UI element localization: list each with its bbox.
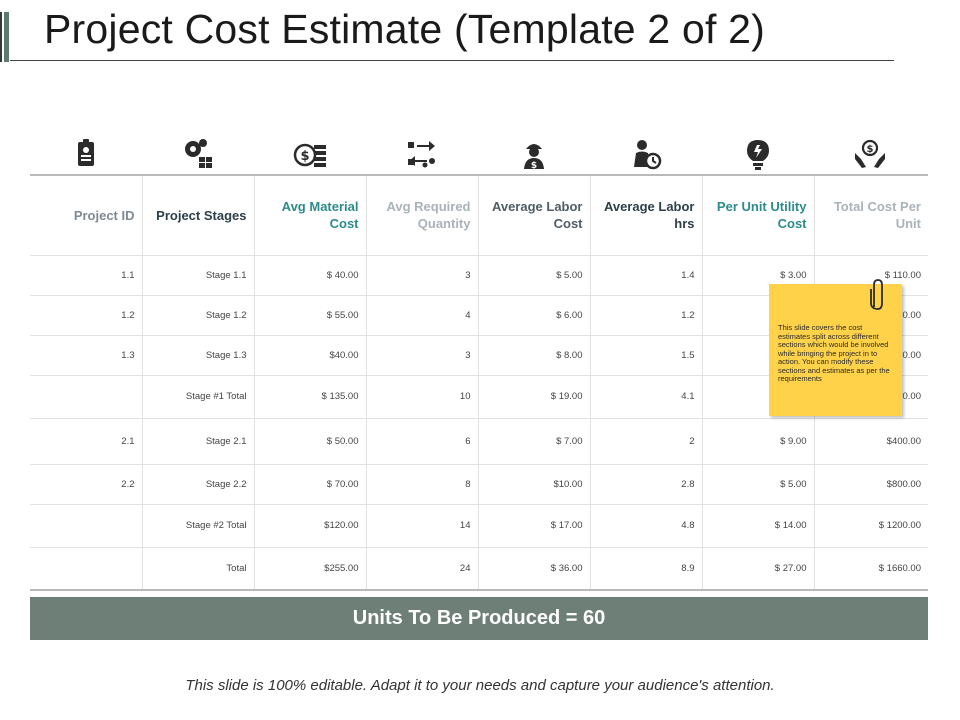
lightbulb-icon — [702, 134, 814, 174]
cell-labor-cost: $ 19.00 — [478, 375, 591, 419]
table-header-row: Project ID Project Stages Avg Material C… — [30, 175, 928, 256]
cell-total-cost: $ 1200.00 — [814, 504, 928, 548]
svg-text:$: $ — [300, 149, 309, 164]
units-to-produce-bar: Units To Be Produced = 60 — [30, 597, 928, 640]
cell-material-cost: $ 55.00 — [254, 295, 367, 336]
cell-project-id: 2.2 — [30, 464, 143, 505]
cell-quantity: 10 — [366, 375, 479, 419]
title-divider — [10, 60, 894, 61]
cell-labor-cost: $ 5.00 — [478, 255, 591, 296]
sticky-note: This slide covers the cost estimates spl… — [769, 284, 902, 416]
svg-text:$: $ — [867, 144, 874, 155]
cell-material-cost: $40.00 — [254, 335, 367, 376]
cell-labor-cost: $10.00 — [478, 464, 591, 505]
gears-blocks-icon — [142, 134, 254, 174]
cell-labor-hrs: 4.8 — [590, 504, 703, 548]
cell-labor-hrs: 1.5 — [590, 335, 703, 376]
cell-quantity: 6 — [366, 418, 479, 465]
table-row-subtotal: Stage #2 Total $120.00 14 $ 17.00 4.8 $ … — [30, 504, 928, 548]
table-row: 1.1 Stage 1.1 $ 40.00 3 $ 5.00 1.4 $ 3.0… — [30, 255, 928, 296]
header-project-id: Project ID — [30, 175, 143, 256]
cell-total-cost: $400.00 — [814, 418, 928, 465]
cell-labor-hrs: 2 — [590, 418, 703, 465]
cell-project-stage: Stage #1 Total — [142, 375, 255, 419]
cell-labor-hrs: 4.1 — [590, 375, 703, 419]
cell-labor-cost: $ 6.00 — [478, 295, 591, 336]
coins-icon: $ — [254, 134, 366, 174]
cell-utility-cost: $ 9.00 — [702, 418, 815, 465]
slide-title: Project Cost Estimate (Template 2 of 2) — [44, 6, 766, 52]
worker-dollar-icon: $ — [478, 134, 590, 174]
cell-labor-cost: $ 8.00 — [478, 335, 591, 376]
cell-project-id — [30, 547, 143, 591]
cell-quantity: 3 — [366, 255, 479, 296]
cell-quantity: 14 — [366, 504, 479, 548]
cell-material-cost: $255.00 — [254, 547, 367, 591]
cell-material-cost: $120.00 — [254, 504, 367, 548]
hands-dollar-icon: $ — [814, 134, 926, 174]
cell-utility-cost: $ 5.00 — [702, 464, 815, 505]
icon-header-row: $ $ $ — [30, 134, 928, 174]
cell-quantity: 24 — [366, 547, 479, 591]
cell-material-cost: $ 70.00 — [254, 464, 367, 505]
cell-quantity: 8 — [366, 464, 479, 505]
cell-project-id — [30, 375, 143, 419]
header-average-labor-cost: Average Labor Cost — [478, 175, 591, 256]
cell-quantity: 4 — [366, 295, 479, 336]
cell-project-id: 2.1 — [30, 418, 143, 465]
cell-labor-cost: $ 17.00 — [478, 504, 591, 548]
title-accent-bar — [4, 12, 9, 62]
cell-material-cost: $ 135.00 — [254, 375, 367, 419]
table-row: 2.1 Stage 2.1 $ 50.00 6 $ 7.00 2 $ 9.00 … — [30, 418, 928, 465]
paperclip-icon — [870, 279, 883, 310]
cell-labor-hrs: 1.4 — [590, 255, 703, 296]
table-row: 2.2 Stage 2.2 $ 70.00 8 $10.00 2.8 $ 5.0… — [30, 464, 928, 505]
cell-utility-cost: $ 14.00 — [702, 504, 815, 548]
table-row-subtotal: Stage #1 Total $ 135.00 10 $ 19.00 4.1 0… — [30, 375, 928, 419]
cell-project-stage: Stage 1.3 — [142, 335, 255, 376]
sticky-note-text: This slide covers the cost estimates spl… — [778, 323, 890, 383]
cell-total-cost: $800.00 — [814, 464, 928, 505]
transfer-arrows-icon — [366, 134, 478, 174]
table-row-grand-total: Total $255.00 24 $ 36.00 8.9 $ 27.00 $ 1… — [30, 547, 928, 591]
person-clock-icon — [590, 134, 702, 174]
cell-project-id: 1.3 — [30, 335, 143, 376]
header-per-unit-utility-cost: Per Unit Utility Cost — [702, 175, 815, 256]
footer-note: This slide is 100% editable. Adapt it to… — [185, 677, 775, 694]
cell-project-stage: Stage 2.1 — [142, 418, 255, 465]
cell-labor-hrs: 1.2 — [590, 295, 703, 336]
cell-labor-cost: $ 7.00 — [478, 418, 591, 465]
header-total-cost-per-unit: Total Cost Per Unit — [814, 175, 928, 256]
header-avg-required-quantity: Avg Required Quantity — [366, 175, 479, 256]
cell-project-id: 1.1 — [30, 255, 143, 296]
cell-project-id — [30, 504, 143, 548]
cell-labor-hrs: 8.9 — [590, 547, 703, 591]
cell-project-stage: Stage 1.2 — [142, 295, 255, 336]
header-project-stages: Project Stages — [142, 175, 255, 256]
cell-project-stage: Stage 2.2 — [142, 464, 255, 505]
cell-material-cost: $ 50.00 — [254, 418, 367, 465]
cell-labor-hrs: 2.8 — [590, 464, 703, 505]
cell-labor-cost: $ 36.00 — [478, 547, 591, 591]
cell-project-stage: Stage 1.1 — [142, 255, 255, 296]
header-avg-material-cost: Avg Material Cost — [254, 175, 367, 256]
cell-total-cost: $ 1660.00 — [814, 547, 928, 591]
cell-utility-cost: $ 27.00 — [702, 547, 815, 591]
cell-utility-cost: $ 3.00 — [702, 255, 815, 296]
cell-project-stage: Stage #2 Total — [142, 504, 255, 548]
cell-material-cost: $ 40.00 — [254, 255, 367, 296]
id-badge-icon — [30, 134, 142, 174]
cell-project-id: 1.2 — [30, 295, 143, 336]
cell-quantity: 3 — [366, 335, 479, 376]
title-accent-line — [0, 12, 2, 62]
svg-text:$: $ — [531, 161, 537, 171]
cell-project-stage: Total — [142, 547, 255, 591]
header-average-labor-hrs: Average Labor hrs — [590, 175, 703, 256]
